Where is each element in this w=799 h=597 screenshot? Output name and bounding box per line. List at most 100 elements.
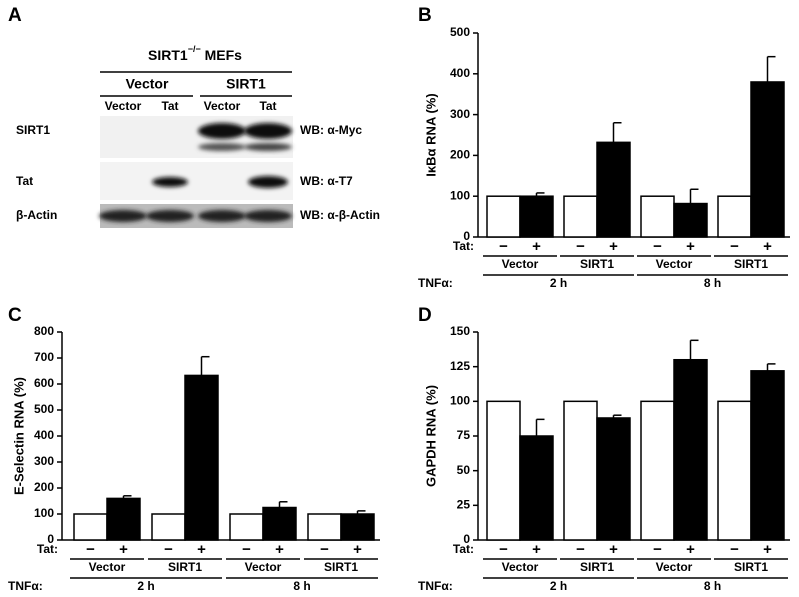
y-tick-label: 25 — [457, 498, 471, 512]
band — [152, 177, 188, 187]
tnf-label: TNFα: — [418, 579, 453, 593]
group-label: SIRT1 — [580, 257, 614, 271]
time-label: 8 h — [293, 579, 310, 593]
tat-sign: − — [164, 541, 173, 558]
tnf-label: TNFα: — [418, 276, 453, 290]
group-label: SIRT1 — [324, 560, 358, 574]
bar — [563, 195, 598, 238]
bar — [563, 400, 598, 541]
tat-sign: + — [532, 541, 541, 558]
tat-sign: − — [320, 541, 329, 558]
tat-sign: + — [763, 238, 772, 255]
group-label: Vector — [656, 257, 693, 271]
y-tick-label: 500 — [450, 25, 470, 39]
band — [99, 210, 147, 222]
blot-antibody: WB: α-T7 — [300, 174, 353, 188]
bar — [717, 195, 752, 238]
blot-row-label: Tat — [16, 174, 33, 188]
bar — [596, 141, 631, 238]
time-label: 8 h — [704, 276, 721, 290]
bar — [486, 195, 521, 238]
panel-label: B — [418, 5, 432, 26]
tat-sign: − — [576, 238, 585, 255]
y-tick-label: 300 — [34, 454, 54, 468]
band — [244, 210, 292, 222]
y-tick-label: 50 — [457, 463, 471, 477]
panel-label: A — [8, 5, 22, 26]
tat-sign: − — [499, 238, 508, 255]
y-tick-label: 300 — [450, 107, 470, 121]
blot-lane: Tat — [259, 99, 276, 113]
header-sup: −/− — [188, 44, 201, 54]
y-tick-label: 200 — [450, 148, 470, 162]
tat-sign: − — [499, 541, 508, 558]
y-tick-label: 150 — [450, 324, 470, 338]
header-rest: MEFs — [201, 47, 242, 63]
bar — [151, 513, 186, 541]
y-tick-label: 75 — [457, 428, 471, 442]
group-label: SIRT1 — [734, 560, 768, 574]
band — [244, 123, 292, 139]
y-tick-label: 200 — [34, 480, 54, 494]
y-tick-label: 0 — [463, 229, 470, 243]
tat-sign: − — [576, 541, 585, 558]
tat-label: Tat: — [453, 542, 474, 556]
band — [146, 210, 194, 222]
band — [198, 143, 246, 151]
tat-sign: + — [763, 541, 772, 558]
bar — [262, 506, 297, 541]
group-label: Vector — [89, 560, 126, 574]
bar — [307, 513, 342, 541]
chart: C E-Selectin RNA (%) 0 100 200 300 400 500 600 70… — [8, 305, 380, 593]
group-label: SIRT1 — [168, 560, 202, 574]
blot-lane: Tat — [161, 99, 178, 113]
group-label: SIRT1 — [580, 560, 614, 574]
tat-sign: + — [686, 541, 695, 558]
time-label: 2 h — [550, 579, 567, 593]
panel-label: C — [8, 305, 22, 326]
bar — [596, 417, 631, 541]
bar — [519, 195, 554, 238]
panel-a: A SIRT1 −/− MEFs — [8, 5, 293, 228]
blot-lane: Vector — [204, 99, 241, 113]
blot-rows — [99, 116, 293, 228]
y-tick-label: 0 — [463, 532, 470, 546]
y-axis-label: E-Selectin RNA (%) — [11, 377, 26, 495]
y-tick-label: 100 — [450, 394, 470, 408]
tat-sign: + — [609, 541, 618, 558]
bar — [673, 202, 708, 238]
tat-sign: − — [730, 238, 739, 255]
y-tick-label: 125 — [450, 359, 470, 373]
bar — [184, 374, 219, 541]
y-tick-label: 0 — [47, 532, 54, 546]
y-tick-label: 100 — [450, 188, 470, 202]
bar — [673, 358, 708, 541]
bar — [229, 513, 264, 541]
tat-sign: − — [730, 541, 739, 558]
bar — [73, 513, 108, 541]
blot-row-label: SIRT1 — [16, 123, 50, 137]
tat-sign: − — [86, 541, 95, 558]
tat-label: Tat: — [37, 542, 58, 556]
band — [198, 123, 246, 139]
blot-antibody: WB: α-Myc — [300, 123, 362, 137]
tat-sign: + — [609, 238, 618, 255]
group-label: SIRT1 — [734, 257, 768, 271]
blot-antibody: WB: α-β-Actin — [300, 208, 380, 222]
time-label: 2 h — [550, 276, 567, 290]
blot-group: SIRT1 — [226, 76, 266, 92]
bar — [717, 400, 752, 541]
tat-sign: + — [353, 541, 362, 558]
y-tick-label: 100 — [34, 506, 54, 520]
bar — [106, 497, 141, 541]
tat-sign: − — [653, 541, 662, 558]
bar — [640, 195, 675, 238]
bar — [486, 400, 521, 541]
y-tick-label: 500 — [34, 402, 54, 416]
bar — [750, 370, 785, 541]
tat-sign: − — [653, 238, 662, 255]
y-tick-label: 800 — [34, 324, 54, 338]
tat-sign: − — [242, 541, 251, 558]
y-tick-label: 400 — [34, 428, 54, 442]
